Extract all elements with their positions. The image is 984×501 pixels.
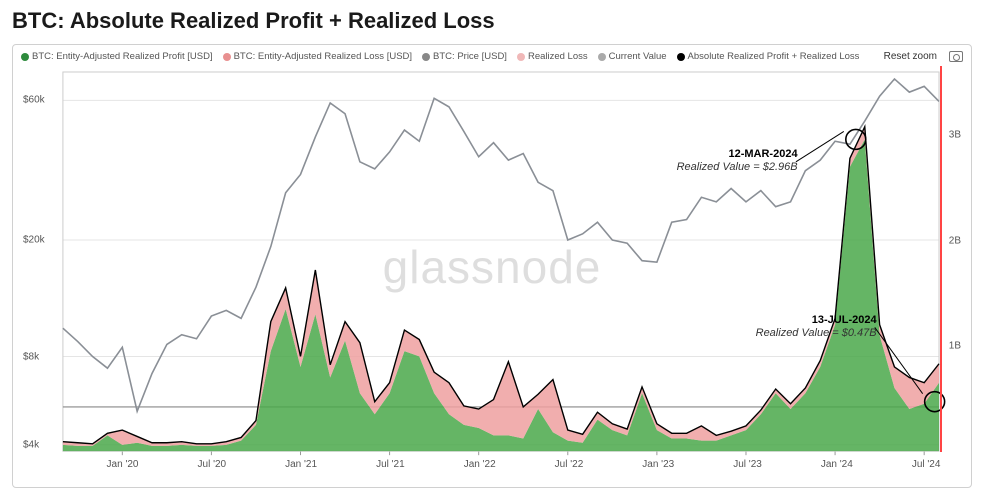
y-left-tick: $60k (23, 95, 45, 106)
x-tick: Jul '23 (733, 459, 762, 470)
legend-label: Absolute Realized Profit + Realized Loss (688, 51, 860, 62)
y-left-tick: $20k (23, 235, 45, 246)
x-tick: Jul '22 (555, 459, 584, 470)
legend-item[interactable]: Current Value (598, 51, 667, 62)
right-edge-marker (940, 66, 942, 452)
legend-item[interactable]: BTC: Entity-Adjusted Realized Loss [USD] (223, 51, 412, 62)
y-left-tick: $8k (23, 352, 39, 363)
y-right-tick: 1B (949, 341, 961, 352)
x-tick: Jan '24 (821, 459, 853, 470)
legend-item[interactable]: Realized Loss (517, 51, 588, 62)
legend-swatch (21, 53, 29, 61)
legend-label: Realized Loss (528, 51, 588, 62)
chart-plot: glassnode $4k$8k$20k$60k1B2B3BJan '20Jul… (21, 66, 963, 468)
x-tick: Jan '23 (642, 459, 674, 470)
chart-svg (21, 66, 963, 467)
x-tick: Jan '21 (285, 459, 317, 470)
annotation-value: Realized Value = $2.96B (638, 161, 798, 174)
annotation-label: 13-JUL-2024Realized Value = $0.47B (717, 314, 877, 340)
y-right-tick: 2B (949, 235, 961, 246)
x-tick: Jul '24 (912, 459, 941, 470)
x-tick: Jan '20 (107, 459, 139, 470)
camera-icon[interactable] (949, 51, 963, 62)
legend-swatch (598, 53, 606, 61)
legend-label: BTC: Entity-Adjusted Realized Loss [USD] (234, 51, 412, 62)
legend-swatch (223, 53, 231, 61)
legend-label: BTC: Price [USD] (433, 51, 507, 62)
legend-item[interactable]: BTC: Entity-Adjusted Realized Profit [US… (21, 51, 213, 62)
x-tick: Jul '20 (198, 459, 227, 470)
annotation-value: Realized Value = $0.47B (717, 327, 877, 340)
annotation-date: 12-MAR-2024 (638, 148, 798, 161)
legend-swatch (677, 53, 685, 61)
page-title: BTC: Absolute Realized Profit + Realized… (12, 8, 972, 34)
y-left-tick: $4k (23, 440, 39, 451)
legend-item[interactable]: BTC: Price [USD] (422, 51, 507, 62)
price-line (63, 79, 939, 411)
legend-label: BTC: Entity-Adjusted Realized Profit [US… (32, 51, 213, 62)
annotation-date: 13-JUL-2024 (717, 314, 877, 327)
legend-label: Current Value (609, 51, 667, 62)
x-tick: Jul '21 (376, 459, 405, 470)
legend-swatch (517, 53, 525, 61)
legend-swatch (422, 53, 430, 61)
x-tick: Jan '22 (464, 459, 496, 470)
reset-zoom-button[interactable]: Reset zoom (884, 51, 937, 62)
annotation-label: 12-MAR-2024Realized Value = $2.96B (638, 148, 798, 174)
legend: BTC: Entity-Adjusted Realized Profit [US… (21, 51, 859, 62)
chart-card: BTC: Entity-Adjusted Realized Profit [US… (12, 44, 972, 488)
legend-item[interactable]: Absolute Realized Profit + Realized Loss (677, 51, 860, 62)
y-right-tick: 3B (949, 130, 961, 141)
